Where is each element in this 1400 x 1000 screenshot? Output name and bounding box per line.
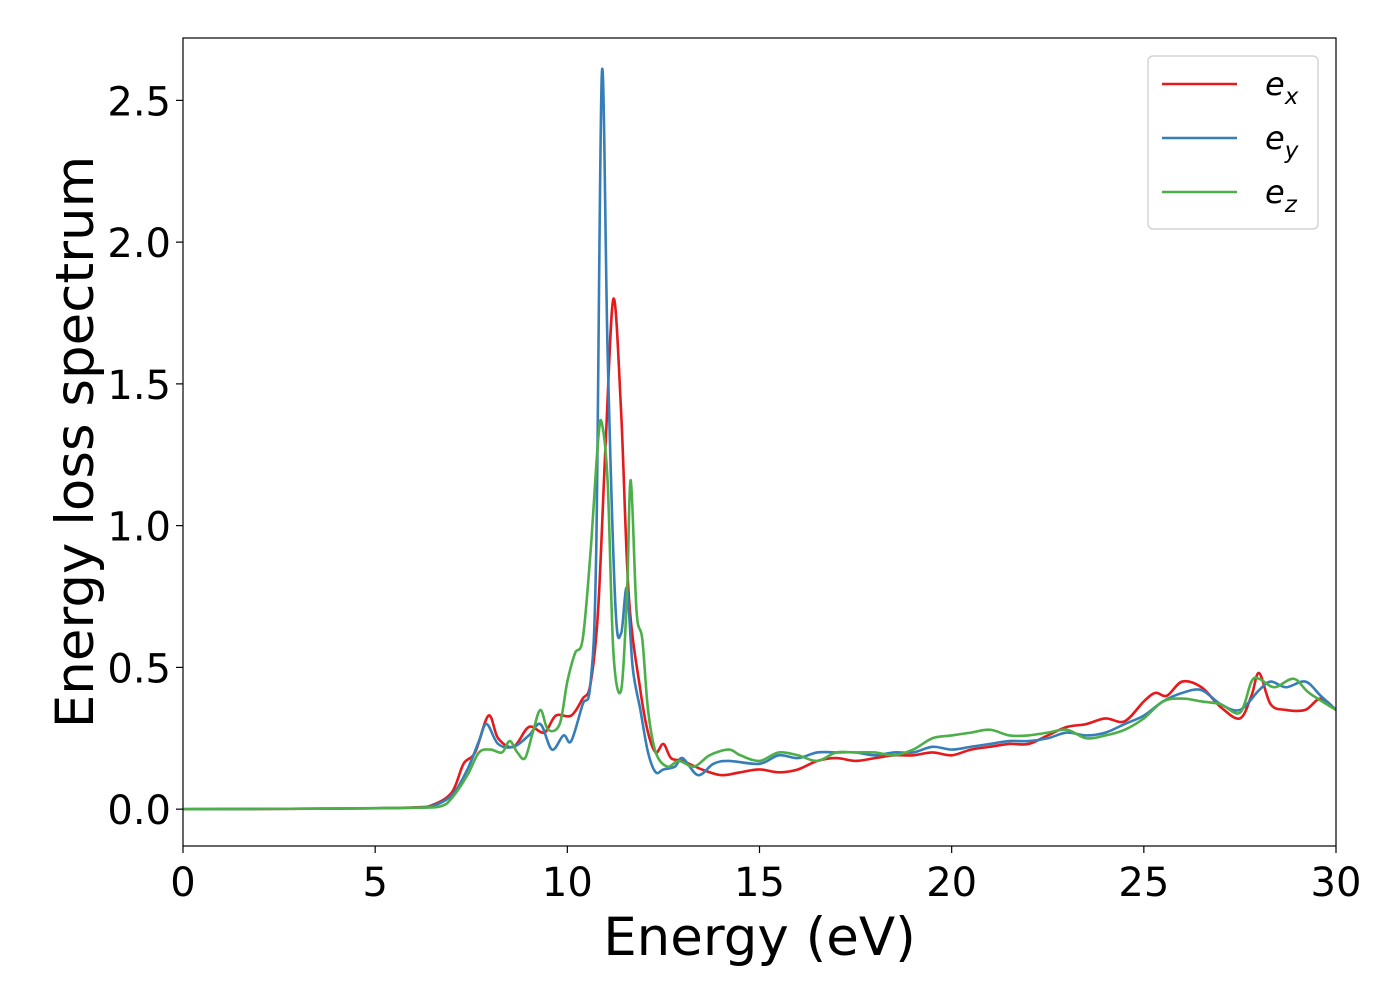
x-tick-label: 10 <box>542 860 593 906</box>
x-tick-label: 15 <box>734 860 785 906</box>
x-axis: 0 5 10 15 20 25 30 <box>170 846 1361 906</box>
y-tick-label: 2.0 <box>107 221 171 267</box>
x-tick-label: 25 <box>1118 860 1169 906</box>
legend-box <box>1147 55 1319 230</box>
legend-entry-x: ex <box>1162 65 1299 110</box>
legend: ex ey ez <box>1147 55 1319 230</box>
x-tick-label: 5 <box>362 860 387 906</box>
series-layer <box>183 67 1336 811</box>
legend-label: ez <box>1265 173 1298 218</box>
y-axis: 0.0 0.5 1.0 1.5 2.0 2.5 <box>107 79 183 834</box>
y-tick-label: 1.5 <box>107 363 171 409</box>
y-tick-label: 2.5 <box>107 79 171 125</box>
legend-entry-z: ez <box>1162 173 1298 218</box>
y-tick-label: 1.0 <box>107 505 171 551</box>
x-tick-label: 20 <box>926 860 977 906</box>
x-tick-label: 30 <box>1311 860 1362 906</box>
x-axis-title: Energy (eV) <box>603 907 916 968</box>
series-line-y <box>183 67 1336 811</box>
series-line-z <box>183 418 1336 811</box>
y-axis-title: Energy loss spectrum <box>45 156 106 728</box>
x-tick-label: 0 <box>170 860 195 906</box>
y-tick-label: 0.5 <box>107 646 171 692</box>
y-tick-label: 0.0 <box>107 788 171 834</box>
legend-entry-y: ey <box>1162 119 1299 164</box>
legend-label: ey <box>1265 119 1299 164</box>
legend-label: ex <box>1265 65 1299 110</box>
